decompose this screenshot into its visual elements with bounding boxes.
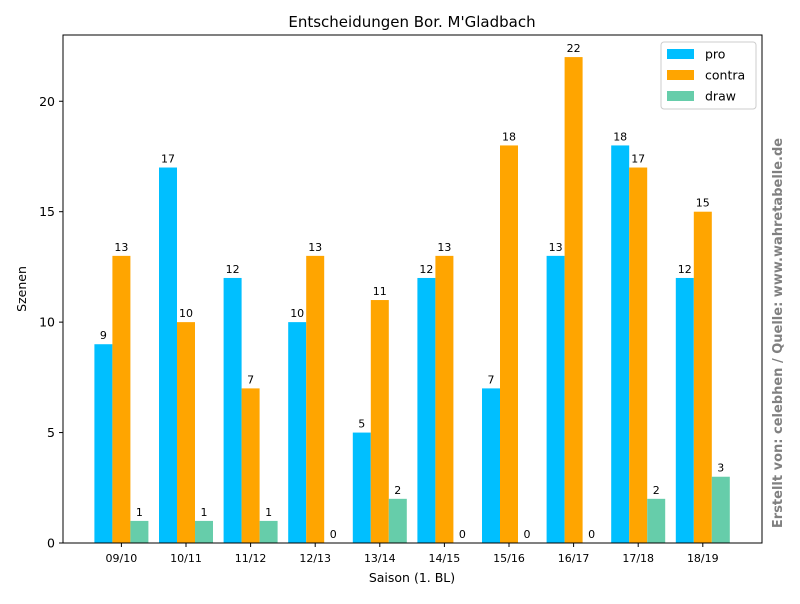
value-label-draw-16/17: 0 bbox=[588, 528, 595, 541]
value-label-pro-16/17: 13 bbox=[549, 241, 563, 254]
bar-pro-16/17 bbox=[546, 255, 565, 543]
chart-title: Entscheidungen Bor. M'Gladbach bbox=[288, 13, 535, 31]
bar-pro-14/15 bbox=[417, 277, 436, 543]
bar-pro-09/10 bbox=[94, 344, 113, 543]
bar-contra-09/10 bbox=[112, 255, 131, 543]
watermark: Erstellt von: celebhen / Quelle: www.wah… bbox=[771, 138, 786, 528]
x-tick-label-09/10: 09/10 bbox=[106, 552, 138, 565]
value-label-contra-14/15: 13 bbox=[437, 241, 451, 254]
value-label-draw-11/12: 1 bbox=[265, 506, 272, 519]
value-label-pro-14/15: 12 bbox=[419, 263, 433, 276]
value-label-draw-14/15: 0 bbox=[459, 528, 466, 541]
legend-swatch-draw bbox=[667, 91, 694, 101]
value-label-contra-17/18: 17 bbox=[631, 153, 645, 166]
y-tick-label-10: 10 bbox=[39, 315, 55, 330]
value-label-contra-11/12: 7 bbox=[247, 373, 254, 386]
value-label-pro-11/12: 12 bbox=[226, 263, 240, 276]
y-tick-label-5: 5 bbox=[47, 425, 55, 440]
value-label-pro-15/16: 7 bbox=[488, 373, 495, 386]
legend-swatch-pro bbox=[667, 49, 694, 59]
bar-contra-12/13 bbox=[306, 255, 325, 543]
y-tick-label-20: 20 bbox=[39, 94, 55, 109]
bar-contra-13/14 bbox=[370, 300, 389, 543]
bar-pro-11/12 bbox=[223, 277, 242, 543]
bar-draw-10/11 bbox=[195, 520, 213, 543]
value-labels-layer: 9131171011271101305112121307180132201817… bbox=[100, 42, 724, 541]
value-label-draw-10/11: 1 bbox=[201, 506, 208, 519]
value-label-pro-09/10: 9 bbox=[100, 329, 107, 342]
bar-contra-11/12 bbox=[241, 388, 260, 543]
value-label-draw-13/14: 2 bbox=[394, 484, 401, 497]
value-label-contra-13/14: 11 bbox=[373, 285, 387, 298]
x-tick-label-11/12: 11/12 bbox=[235, 552, 267, 565]
legend-label-draw: draw bbox=[705, 89, 736, 104]
value-label-contra-16/17: 22 bbox=[567, 42, 581, 55]
value-label-pro-12/13: 10 bbox=[290, 307, 304, 320]
bar-contra-16/17 bbox=[564, 57, 583, 544]
bar-pro-13/14 bbox=[352, 432, 371, 543]
x-tick-label-16/17: 16/17 bbox=[558, 552, 590, 565]
bar-pro-18/19 bbox=[675, 277, 694, 543]
legend-label-contra: contra bbox=[705, 68, 745, 83]
x-tick-label-17/18: 17/18 bbox=[622, 552, 654, 565]
legend-label-pro: pro bbox=[705, 47, 725, 62]
x-tick-label-13/14: 13/14 bbox=[364, 552, 396, 565]
x-tick-label-10/11: 10/11 bbox=[170, 552, 202, 565]
bar-contra-15/16 bbox=[500, 145, 518, 543]
bar-draw-17/18 bbox=[647, 498, 666, 543]
value-label-contra-12/13: 13 bbox=[308, 241, 322, 254]
bar-draw-11/12 bbox=[259, 520, 278, 543]
bar-pro-17/18 bbox=[611, 145, 630, 543]
bar-contra-17/18 bbox=[629, 167, 648, 543]
bar-pro-15/16 bbox=[482, 388, 500, 543]
bars-layer bbox=[94, 57, 730, 544]
value-label-pro-18/19: 12 bbox=[678, 263, 692, 276]
bar-contra-10/11 bbox=[177, 322, 195, 543]
x-tick-label-15/16: 15/16 bbox=[493, 552, 525, 565]
bar-contra-18/19 bbox=[693, 211, 712, 543]
value-label-pro-10/11: 17 bbox=[161, 153, 175, 166]
y-axis: 0 5 10 15 20 bbox=[39, 94, 63, 551]
x-axis-label: Saison (1. BL) bbox=[369, 570, 455, 585]
x-axis: 09/10 10/11 11/12 12/13 13/14 14/15 15/16 16/17… bbox=[106, 543, 719, 565]
value-label-pro-17/18: 18 bbox=[613, 130, 627, 143]
value-label-draw-18/19: 3 bbox=[717, 462, 724, 475]
bar-contra-14/15 bbox=[435, 255, 454, 543]
value-label-draw-12/13: 0 bbox=[330, 528, 337, 541]
bar-draw-13/14 bbox=[388, 498, 407, 543]
bar-draw-09/10 bbox=[130, 520, 149, 543]
x-tick-label-12/13: 12/13 bbox=[299, 552, 331, 565]
bar-pro-12/13 bbox=[288, 322, 307, 543]
legend: pro contra draw bbox=[660, 41, 757, 110]
value-label-contra-09/10: 13 bbox=[114, 241, 128, 254]
x-tick-label-18/19: 18/19 bbox=[687, 552, 719, 565]
y-tick-label-15: 15 bbox=[39, 204, 55, 219]
y-axis-label: Szenen bbox=[14, 266, 29, 312]
value-label-contra-10/11: 10 bbox=[179, 307, 193, 320]
bar-pro-10/11 bbox=[159, 167, 177, 543]
value-label-contra-18/19: 15 bbox=[696, 197, 710, 210]
x-tick-label-14/15: 14/15 bbox=[429, 552, 461, 565]
value-label-draw-17/18: 2 bbox=[653, 484, 660, 497]
bar-draw-18/19 bbox=[711, 476, 730, 543]
plot-frame bbox=[62, 34, 763, 544]
value-label-contra-15/16: 18 bbox=[502, 130, 516, 143]
value-label-draw-09/10: 1 bbox=[136, 506, 143, 519]
value-label-pro-13/14: 5 bbox=[358, 418, 365, 431]
value-label-draw-15/16: 0 bbox=[524, 528, 531, 541]
legend-swatch-contra bbox=[667, 70, 694, 80]
y-tick-label-0: 0 bbox=[47, 536, 55, 551]
